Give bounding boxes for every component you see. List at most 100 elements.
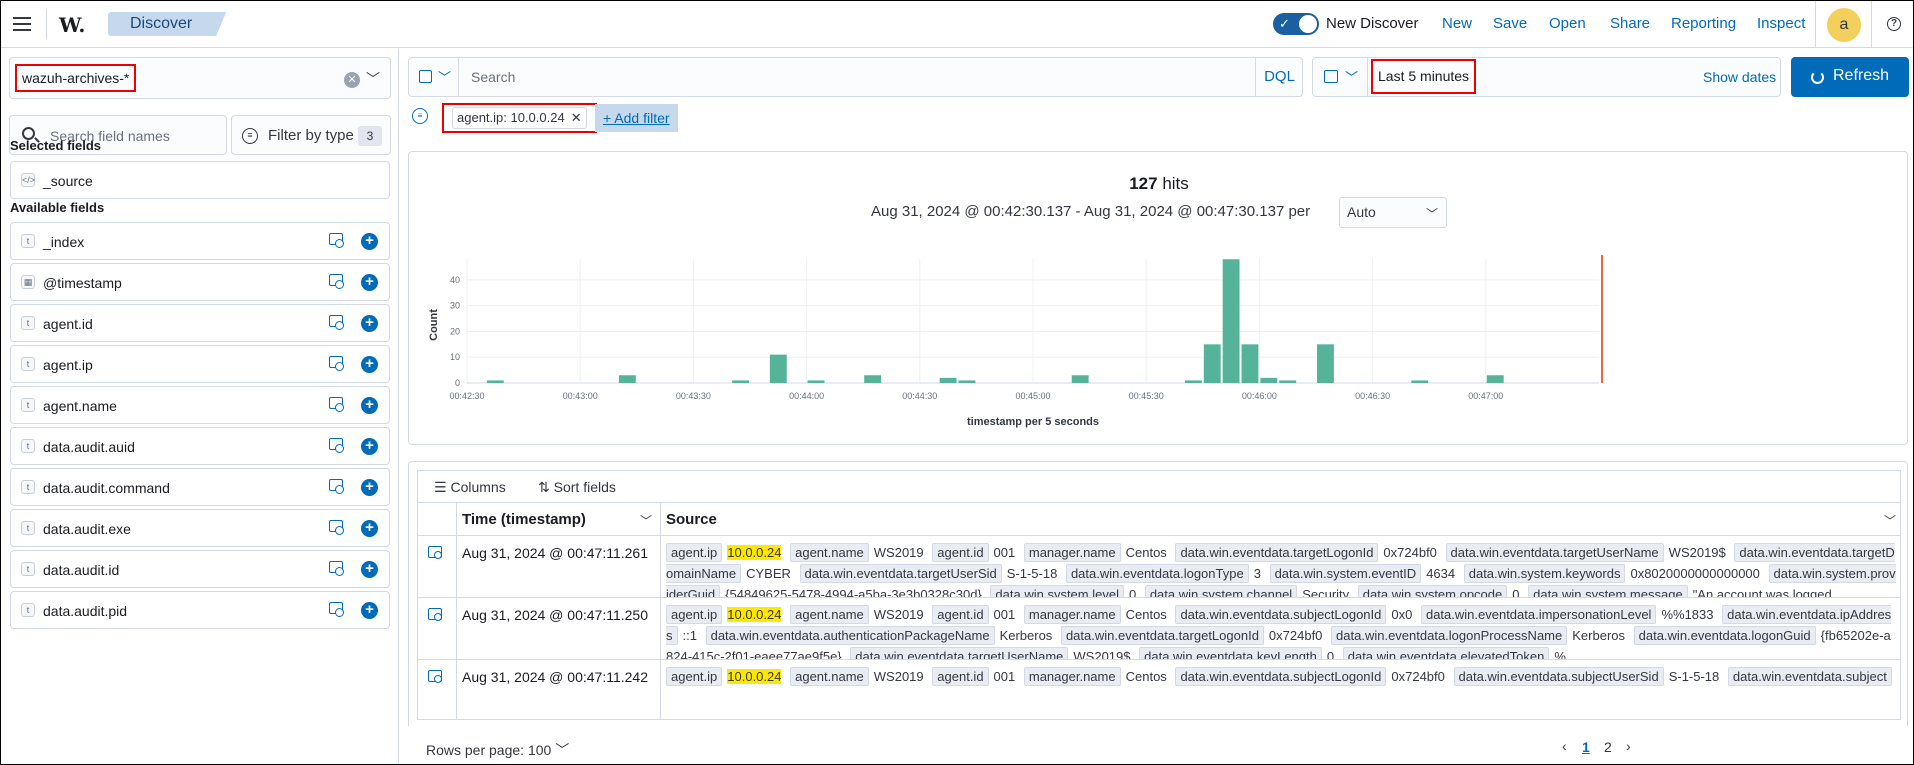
divider xyxy=(660,598,661,659)
available-field-item[interactable]: t data.audit.exe + xyxy=(10,509,390,547)
source-value: Security xyxy=(1302,587,1350,598)
hits-count: 127 xyxy=(1129,174,1158,193)
chevron-down-icon[interactable]: ﹀ xyxy=(366,71,380,87)
add-field-icon[interactable]: + xyxy=(361,315,378,332)
field-details-icon[interactable] xyxy=(329,561,346,578)
field-details-icon[interactable] xyxy=(329,479,346,496)
histogram-bar xyxy=(769,354,787,383)
hits-summary: 127 hits xyxy=(409,174,1909,194)
field-search-input[interactable]: Search field names xyxy=(9,115,227,155)
filter-by-type-button[interactable]: ≡ Filter by type 3 xyxy=(231,115,391,155)
user-avatar[interactable]: a xyxy=(1827,8,1861,42)
field-details-icon[interactable] xyxy=(329,233,346,250)
saved-query-button[interactable]: ﹀ xyxy=(409,58,459,96)
add-field-icon[interactable]: + xyxy=(361,397,378,414)
quick-select-button[interactable]: ﹀ xyxy=(1313,58,1368,96)
add-field-icon[interactable]: + xyxy=(361,438,378,455)
rows-per-page-select[interactable]: Rows per page: 100 ﹀ xyxy=(426,742,570,758)
source-value: WS2019 xyxy=(873,669,924,684)
search-input[interactable]: Search xyxy=(471,69,516,85)
source-value: Kerberos xyxy=(1572,628,1625,643)
available-field-item[interactable]: t _index + xyxy=(10,222,390,260)
add-field-icon[interactable]: + xyxy=(361,356,378,373)
chevron-down-icon[interactable]: ﹀ xyxy=(1884,514,1897,528)
field-details-icon[interactable] xyxy=(329,397,346,414)
expand-document-icon[interactable] xyxy=(428,670,442,683)
share-link[interactable]: Share xyxy=(1610,15,1651,32)
source-value: WS2019$ xyxy=(1668,545,1726,560)
add-field-icon[interactable]: + xyxy=(361,520,378,537)
filter-options-icon[interactable]: ≡ xyxy=(412,108,428,124)
source-value: {54849625-5478-4994-a5ba-3e3b0328c30d} xyxy=(725,587,982,598)
available-field-item[interactable]: t data.audit.command + xyxy=(10,468,390,506)
add-field-icon[interactable]: + xyxy=(361,233,378,250)
page-2-link[interactable]: 2 xyxy=(1604,739,1612,755)
available-field-item[interactable]: t data.audit.auid + xyxy=(10,427,390,465)
x-tick-label: 00:46:00 xyxy=(1242,391,1277,401)
new-discover-toggle[interactable]: ✓ xyxy=(1273,13,1319,35)
show-dates-link[interactable]: Show dates xyxy=(1703,69,1777,85)
field-name: data.audit.id xyxy=(43,562,120,578)
field-details-icon[interactable] xyxy=(329,438,346,455)
help-icon[interactable]: ? xyxy=(1887,17,1901,31)
open-link[interactable]: Open xyxy=(1549,15,1586,32)
page-1-link[interactable]: 1 xyxy=(1582,739,1590,755)
available-field-item[interactable]: t agent.ip + xyxy=(10,345,390,383)
source-key: data.win.eventdata.subjectUserSid xyxy=(1453,667,1664,686)
sort-fields-button[interactable]: ⇅ Sort fields xyxy=(538,479,616,495)
add-field-icon[interactable]: + xyxy=(361,479,378,496)
dql-button[interactable]: DQL xyxy=(1255,58,1303,96)
row-timestamp: Aug 31, 2024 @ 00:47:11.242 xyxy=(462,669,648,685)
new-link[interactable]: New xyxy=(1442,15,1473,32)
histogram-chart: 00:42:30 00:43:00 00:43:30 00:44:00 00:44:30… xyxy=(428,255,1603,428)
source-value: %... xyxy=(1554,649,1577,660)
available-field-item[interactable]: t data.audit.id + xyxy=(10,550,390,588)
available-field-item[interactable]: t agent.id + xyxy=(10,304,390,342)
clear-icon[interactable]: ✕ xyxy=(344,72,360,88)
add-field-icon[interactable]: + xyxy=(361,561,378,578)
histogram-bar xyxy=(864,375,882,383)
save-link[interactable]: Save xyxy=(1493,15,1528,32)
top-bar: W. Discover ✓ New Discover New Save Open… xyxy=(1,1,1913,48)
close-icon[interactable]: ✕ xyxy=(570,110,582,125)
y-tick-label: 0 xyxy=(455,378,460,388)
histogram-bar xyxy=(1071,375,1089,383)
available-field-item[interactable]: ▦ @timestamp + xyxy=(10,263,390,301)
interval-value: Auto xyxy=(1347,204,1376,220)
x-tick-label: 00:43:00 xyxy=(563,391,598,401)
column-header-time[interactable]: Time (timestamp) xyxy=(462,511,586,528)
field-details-icon[interactable] xyxy=(329,602,346,619)
wazuh-logo[interactable]: W. xyxy=(59,13,86,37)
index-pattern-select[interactable]: wazuh-archives-* ✕ ﹀ xyxy=(9,57,391,99)
columns-label: Columns xyxy=(450,479,506,495)
available-field-item[interactable]: t data.audit.pid + xyxy=(10,591,390,629)
time-range-display[interactable]: Last 5 minutes xyxy=(1371,59,1477,94)
expand-document-icon[interactable] xyxy=(428,608,442,621)
field-details-icon[interactable] xyxy=(329,520,346,537)
selected-field-source[interactable]: </> _source xyxy=(10,161,390,199)
table-pagination: Rows per page: 100 ﹀ ‹ 1 2 › xyxy=(408,726,1908,764)
add-filter-button[interactable]: + Add filter xyxy=(595,104,678,132)
expand-document-icon[interactable] xyxy=(428,546,442,559)
reporting-link[interactable]: Reporting xyxy=(1671,15,1737,32)
table-toolbar: ☰ Columns ⇅ Sort fields xyxy=(417,470,1901,502)
field-details-icon[interactable] xyxy=(329,356,346,373)
menu-icon[interactable] xyxy=(13,14,31,34)
field-details-icon[interactable] xyxy=(329,315,346,332)
next-page-icon[interactable]: › xyxy=(1626,738,1631,754)
field-details-icon[interactable] xyxy=(329,274,346,291)
previous-page-icon[interactable]: ‹ xyxy=(1562,738,1567,754)
chevron-down-icon[interactable]: ﹀ xyxy=(640,514,653,528)
column-header-source[interactable]: Source xyxy=(666,511,717,528)
available-field-item[interactable]: t agent.name + xyxy=(10,386,390,424)
inspect-link[interactable]: Inspect xyxy=(1757,15,1806,32)
refresh-button[interactable]: Refresh xyxy=(1791,57,1909,97)
filter-pill[interactable]: agent.ip: 10.0.0.24 ✕ xyxy=(442,103,597,133)
source-key: data.win.eventdata.targetLogonId xyxy=(1175,543,1379,562)
columns-button[interactable]: ☰ Columns xyxy=(434,479,506,495)
interval-select[interactable]: Auto ﹀ xyxy=(1339,197,1447,228)
breadcrumb-discover[interactable]: Discover xyxy=(108,12,226,36)
add-field-icon[interactable]: + xyxy=(361,274,378,291)
add-field-icon[interactable]: + xyxy=(361,602,378,619)
source-key: data.win.eventdata.targetUserSid xyxy=(799,564,1002,583)
